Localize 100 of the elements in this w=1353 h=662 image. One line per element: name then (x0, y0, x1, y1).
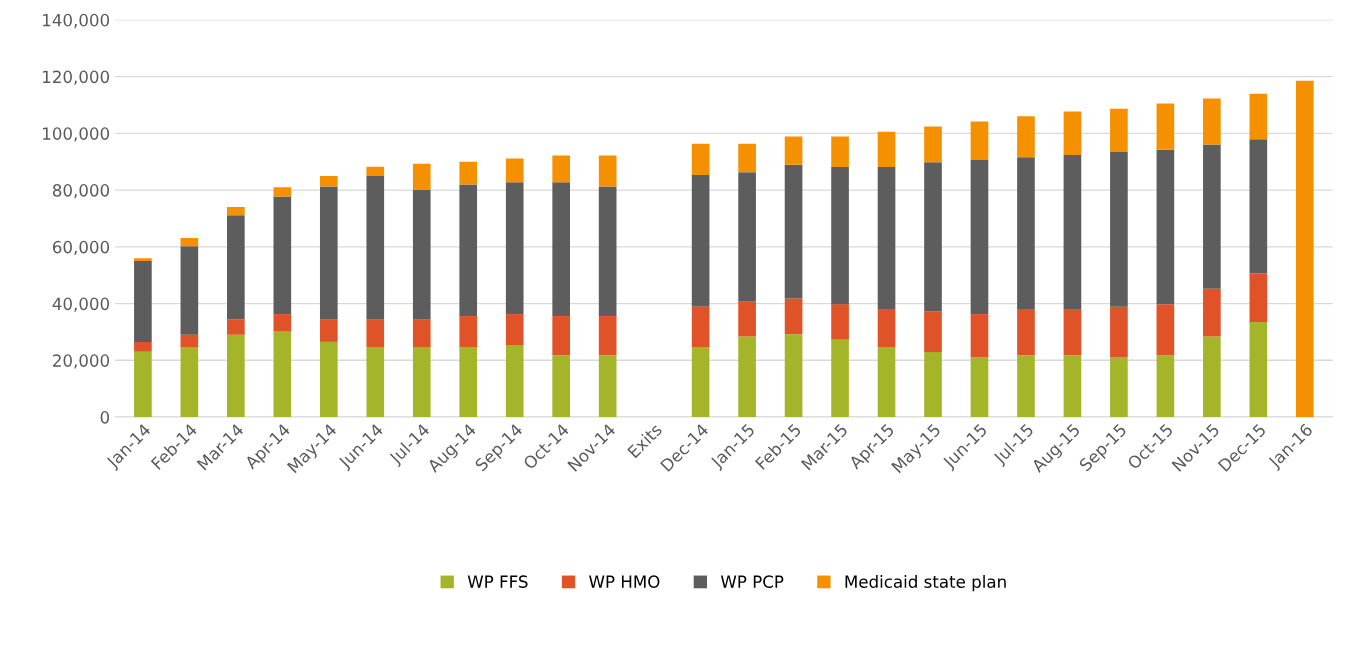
legend-label: WP FFS (467, 575, 528, 588)
bar (366, 319, 385, 347)
bar (598, 316, 617, 356)
bar (1063, 154, 1082, 309)
y-tick-label: 20,000 (53, 354, 110, 369)
bar (877, 346, 896, 418)
legend-label: WP PCP (720, 575, 784, 588)
bar (738, 143, 756, 173)
bar (273, 187, 292, 197)
bar (552, 182, 571, 317)
legend-label: Medicaid state plan (845, 575, 1006, 592)
bar (784, 334, 803, 418)
bar (134, 261, 152, 342)
bar (877, 131, 896, 168)
bar (598, 186, 617, 317)
bar (1110, 108, 1128, 153)
bar (924, 311, 942, 353)
bar (459, 316, 478, 347)
bar (1156, 304, 1175, 356)
bar (784, 136, 803, 165)
bar (227, 215, 245, 320)
bar (1110, 357, 1128, 418)
y-tick-label: 120,000 (43, 70, 110, 85)
bar (273, 196, 292, 315)
bar (1203, 336, 1221, 418)
bar (412, 189, 431, 320)
bar (180, 246, 199, 335)
bar (366, 175, 385, 320)
bar (1156, 355, 1175, 418)
bar (505, 314, 524, 345)
bar (227, 334, 245, 418)
bar (924, 162, 942, 312)
bar (412, 163, 431, 190)
bar (877, 167, 896, 309)
bar (366, 346, 385, 418)
bar (1017, 157, 1035, 309)
bar (738, 301, 756, 337)
bar (552, 355, 571, 418)
y-tick-label: 80,000 (52, 184, 110, 199)
bar (412, 319, 431, 347)
bar (505, 182, 524, 315)
bar (831, 304, 849, 340)
bar (1063, 111, 1082, 155)
bar (366, 166, 385, 176)
bar (970, 160, 989, 315)
bar (1110, 152, 1128, 307)
bar (1110, 306, 1128, 358)
bar (412, 346, 431, 418)
bar (1203, 288, 1221, 337)
bar (1017, 116, 1035, 158)
bar (970, 121, 989, 161)
bar (691, 346, 710, 418)
bar (273, 314, 292, 332)
bar (1156, 103, 1175, 150)
bar (1249, 273, 1268, 323)
bar (552, 316, 571, 356)
bar (970, 314, 989, 358)
bar (831, 136, 849, 168)
bar (319, 341, 338, 418)
bar (831, 167, 849, 305)
bar (459, 161, 478, 185)
bar (552, 155, 571, 183)
bar (227, 319, 245, 335)
y-tick-label: 0 (100, 411, 110, 424)
bar (505, 345, 524, 418)
bar (1063, 355, 1082, 418)
bar (1156, 149, 1175, 305)
y-tick-label: 140,000 (43, 13, 110, 29)
bar (1249, 93, 1268, 140)
bar (738, 336, 756, 418)
legend-label: WP HMO (589, 575, 660, 588)
bar (1063, 308, 1082, 356)
bar (784, 298, 803, 335)
bar (784, 164, 803, 299)
bar (505, 158, 524, 183)
bar (1017, 308, 1035, 356)
bar (180, 334, 199, 347)
bar (598, 355, 617, 418)
bar (738, 172, 756, 302)
bar (831, 339, 849, 418)
bar (1017, 355, 1035, 418)
bar (134, 258, 152, 262)
bar (970, 357, 989, 418)
y-tick-label: 40,000 (52, 297, 110, 312)
bar (319, 319, 338, 342)
y-tick-label: 100,000 (43, 127, 110, 142)
bar (134, 351, 152, 418)
bar (1203, 144, 1221, 289)
bar (180, 238, 199, 247)
bar (924, 126, 942, 163)
bar (1203, 98, 1221, 145)
bar (180, 346, 199, 418)
bar (273, 331, 292, 418)
bar (134, 341, 152, 352)
bar (691, 306, 710, 347)
bar (319, 175, 338, 187)
bar (598, 155, 617, 187)
bar (691, 175, 710, 307)
bar (459, 184, 478, 317)
bar (924, 352, 942, 418)
